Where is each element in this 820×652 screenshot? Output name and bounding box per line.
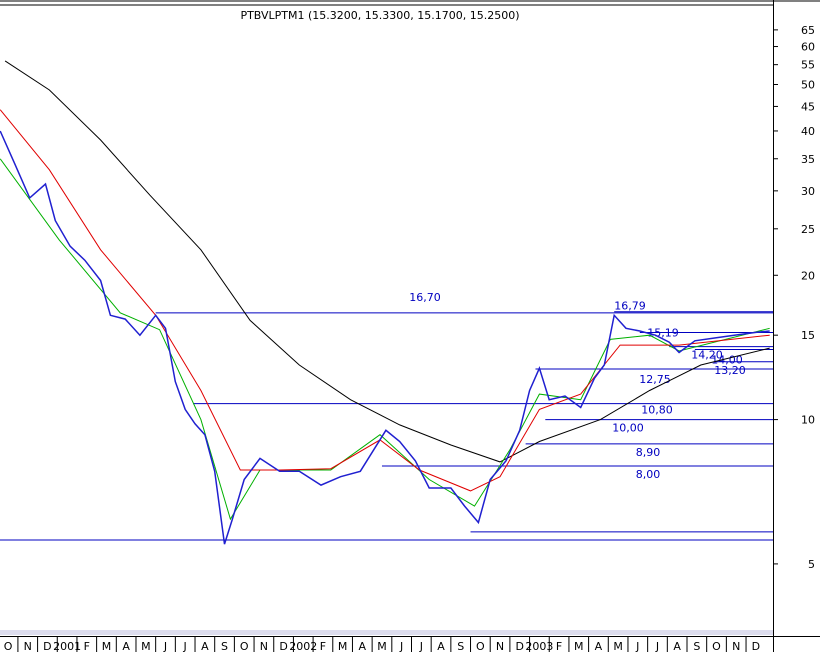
y-tick-label: 50 xyxy=(801,78,815,91)
y-tick-label: 65 xyxy=(801,24,815,37)
x-tick-label: F xyxy=(320,640,326,652)
x-tick-label: J xyxy=(399,640,403,652)
y-tick-label: 25 xyxy=(801,223,815,236)
level-label: 12,75 xyxy=(639,373,671,386)
x-tick-label: M xyxy=(613,640,623,652)
x-tick-label: J xyxy=(163,640,167,652)
x-tick-label: D xyxy=(43,640,51,652)
chart-title: PTBVLPTM1 (15.3200, 15.3300, 15.1700, 15… xyxy=(240,9,519,22)
y-tick-label: 60 xyxy=(801,41,815,54)
x-tick-label: N xyxy=(260,640,268,652)
x-tick-label: O xyxy=(476,640,485,652)
x-tick-label: S xyxy=(693,640,700,652)
y-tick-label: 20 xyxy=(801,269,815,282)
x-tick-label: 2001 xyxy=(53,640,81,652)
level-label: 15,19 xyxy=(647,327,679,340)
level-label: 8,00 xyxy=(636,468,661,481)
level-label: 14,20 xyxy=(691,349,723,362)
x-tick-label: S xyxy=(457,640,464,652)
level-label: 8,90 xyxy=(636,446,661,459)
x-tick-label: A xyxy=(359,640,367,652)
volume-strip xyxy=(0,630,773,635)
x-tick-label: O xyxy=(4,640,13,652)
y-tick-label: 55 xyxy=(801,59,815,72)
x-tick-label: A xyxy=(595,640,603,652)
x-tick-label: A xyxy=(201,640,209,652)
y-tick-label: 10 xyxy=(801,414,815,427)
x-tick-label: M xyxy=(141,640,151,652)
x-tick-label: D xyxy=(515,640,523,652)
x-tick-label: F xyxy=(556,640,562,652)
x-tick-label: D xyxy=(279,640,287,652)
x-tick-label: J xyxy=(183,640,187,652)
x-tick-label: F xyxy=(84,640,90,652)
price-line xyxy=(4,60,770,463)
x-tick-label: N xyxy=(732,640,740,652)
y-tick-label: 35 xyxy=(801,153,815,166)
x-tick-label: N xyxy=(496,640,504,652)
y-tick-label: 30 xyxy=(801,185,815,198)
x-tick-label: D xyxy=(752,640,760,652)
x-tick-label: M xyxy=(574,640,584,652)
x-tick-label: S xyxy=(221,640,228,652)
y-tick-label: 15 xyxy=(801,329,815,342)
level-label: 10,00 xyxy=(612,422,644,435)
x-tick-label: A xyxy=(673,640,681,652)
price-line xyxy=(0,158,770,521)
level-label: 16,70 xyxy=(409,291,441,304)
level-label: 16,79 xyxy=(614,300,646,313)
x-tick-label: M xyxy=(338,640,348,652)
level-label: 13,20 xyxy=(714,364,746,377)
x-tick-label: J xyxy=(655,640,659,652)
y-tick-label: 5 xyxy=(808,558,815,571)
x-tick-label: A xyxy=(437,640,445,652)
x-tick-label: J xyxy=(635,640,639,652)
x-tick-label: 2003 xyxy=(525,640,553,652)
x-tick-label: 2002 xyxy=(289,640,317,652)
x-tick-label: J xyxy=(419,640,423,652)
y-tick-label: 40 xyxy=(801,125,815,138)
x-tick-label: O xyxy=(712,640,721,652)
level-label: 10,80 xyxy=(641,404,673,417)
x-tick-label: A xyxy=(122,640,130,652)
x-tick-label: M xyxy=(377,640,387,652)
x-tick-label: O xyxy=(240,640,249,652)
x-tick-label: M xyxy=(102,640,112,652)
x-tick-label: N xyxy=(24,640,32,652)
price-line xyxy=(0,130,770,545)
y-tick-label: 45 xyxy=(801,100,815,113)
